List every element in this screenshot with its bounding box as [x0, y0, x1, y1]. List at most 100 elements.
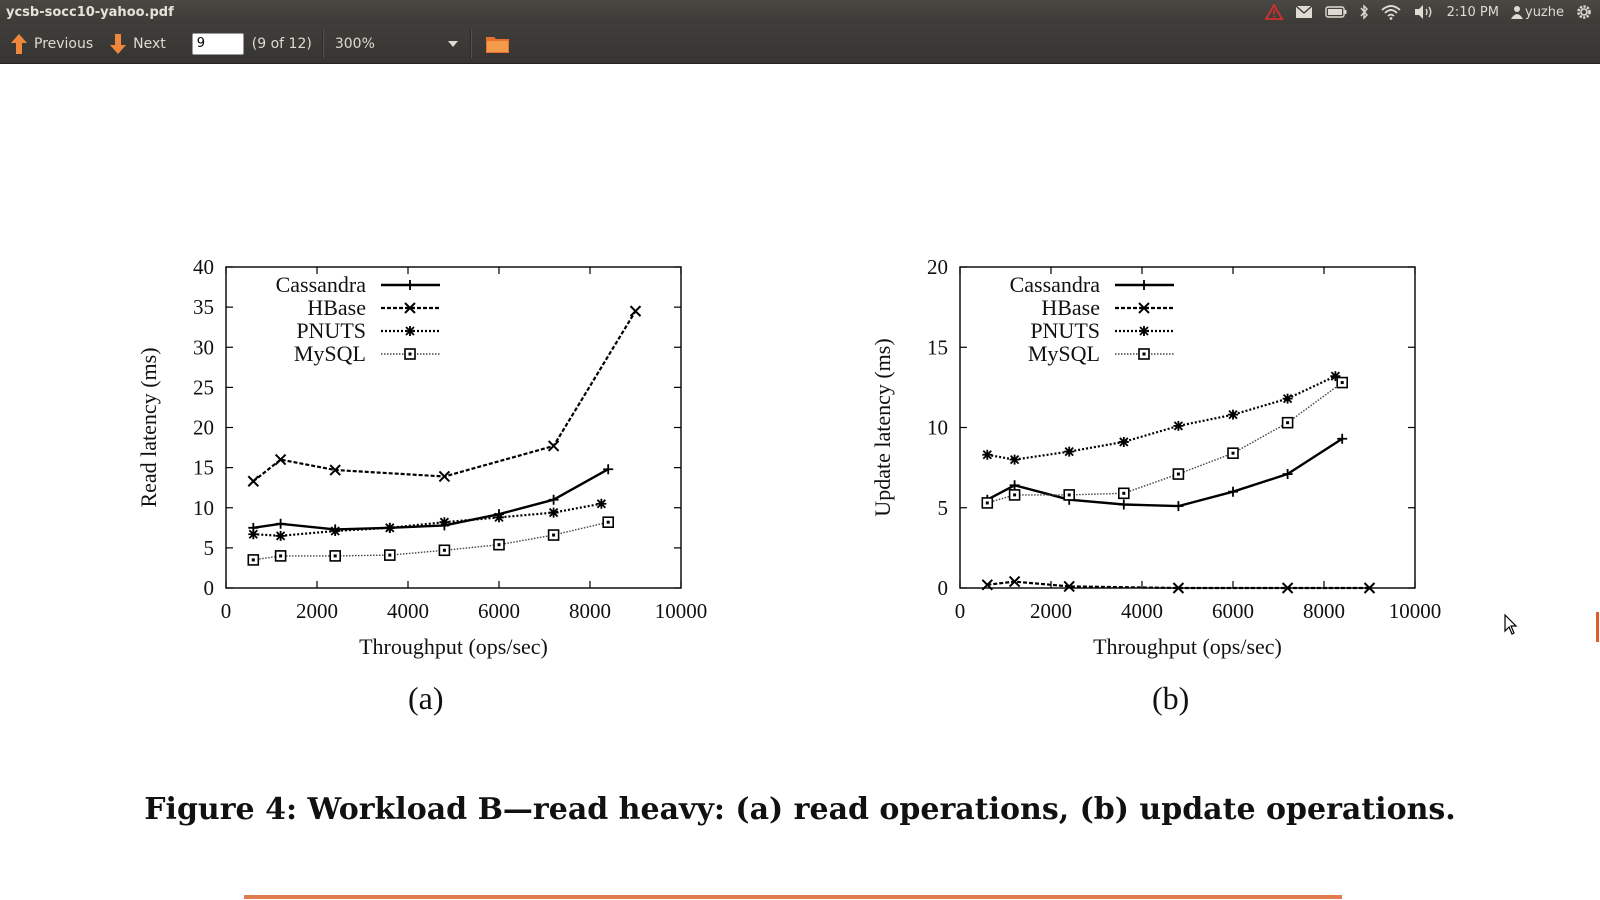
- zoom-select[interactable]: 300%: [335, 36, 460, 52]
- series-line-mysql: [253, 521, 609, 561]
- legend-label-pnuts: PNUTS: [296, 318, 366, 343]
- series-line-hbase: [987, 580, 1370, 590]
- y-tick-label: 20: [193, 416, 214, 440]
- y-tick-label: 0: [938, 576, 949, 600]
- y-tick-label: 15: [927, 335, 948, 359]
- data-point-pnuts: [384, 522, 395, 533]
- data-point-hbase: [438, 470, 451, 483]
- legend-label-hbase: HBase: [307, 295, 366, 320]
- series-mysql: [981, 376, 1349, 509]
- data-point-mysql-dot: [333, 554, 337, 558]
- mouse-pointer-icon: [1504, 613, 1518, 636]
- data-point-hbase: [981, 579, 994, 591]
- legend-label-cassandra: Cassandra: [1010, 272, 1101, 297]
- data-point-hbase: [547, 440, 560, 452]
- data-point-pnuts: [275, 530, 286, 541]
- series-line-pnuts: [987, 375, 1336, 461]
- data-point-pnuts: [1009, 454, 1020, 465]
- x-tick-label: 6000: [1212, 599, 1254, 623]
- y-tick-label: 5: [204, 536, 215, 560]
- previous-button[interactable]: Previous: [10, 33, 93, 55]
- data-point-pnuts: [1228, 409, 1238, 420]
- wifi-icon[interactable]: [1381, 4, 1401, 20]
- x-tick-label: 10000: [1389, 599, 1442, 623]
- data-point-pnuts: [1282, 393, 1293, 404]
- alert-icon[interactable]: [1264, 4, 1283, 20]
- x-tick-label: 4000: [1121, 599, 1163, 623]
- legend-marker-mysql-dot: [1142, 352, 1146, 356]
- figure-caption: Figure 4: Workload B—read heavy: (a) rea…: [144, 792, 1456, 827]
- x-tick-label: 10000: [655, 599, 708, 623]
- data-point-cassandra: [603, 464, 614, 475]
- y-tick-label: 10: [193, 496, 214, 520]
- data-point-mysql-dot: [1286, 421, 1290, 425]
- data-point-hbase: [1281, 582, 1294, 594]
- data-point-hbase: [1063, 580, 1075, 593]
- data-point-mysql-dot: [442, 548, 446, 552]
- data-point-pnuts: [982, 449, 993, 460]
- x-tick-label: 2000: [1030, 599, 1072, 623]
- y-tick-label: 25: [193, 375, 214, 399]
- data-point-mysql-dot: [1013, 493, 1017, 497]
- arrow-down-icon: [109, 33, 127, 55]
- x-axis-label: Throughput (ops/sec): [1093, 634, 1282, 659]
- clock[interactable]: 2:10 PM: [1446, 4, 1499, 20]
- y-tick-label: 35: [193, 295, 214, 319]
- data-point-pnuts: [439, 517, 450, 528]
- legend-label-mysql: MySQL: [1028, 341, 1100, 366]
- data-point-hbase: [1363, 582, 1376, 594]
- data-point-mysql-dot: [1122, 491, 1126, 495]
- plot-frame: [225, 266, 682, 589]
- data-point-mysql-dot: [552, 533, 556, 537]
- next-button[interactable]: Next: [109, 33, 166, 55]
- chevron-down-icon: [447, 40, 458, 47]
- legend-marker-hbase: [1138, 302, 1150, 314]
- series-pnuts: [982, 371, 1341, 465]
- toolbar-separator: [321, 29, 323, 58]
- data-point-pnuts: [596, 498, 607, 509]
- scroll-position-marker[interactable]: [1596, 612, 1599, 642]
- y-tick-label: 10: [927, 416, 948, 440]
- user-name[interactable]: yuzhe: [1525, 4, 1564, 20]
- y-tick-label: 30: [193, 335, 214, 359]
- document-page[interactable]: [0, 64, 1600, 900]
- data-point-mysql-dot: [251, 558, 255, 562]
- data-point-hbase: [274, 453, 287, 466]
- legend-marker-cassandra: [1139, 280, 1149, 290]
- data-point-mysql-dot: [279, 554, 283, 558]
- zoom-value: 300%: [334, 35, 375, 52]
- x-tick-label: 6000: [478, 599, 520, 623]
- plot-frame: [959, 266, 1416, 589]
- read-latency-chart-svg: 0 5 10 15 20 25 30 35 40 0 2000 4000 6000 8000 10000 Th…: [136, 255, 708, 659]
- legend-label-mysql: MySQL: [294, 341, 366, 366]
- power-gear-icon[interactable]: [1576, 4, 1592, 20]
- data-point-cassandra: [1173, 501, 1184, 512]
- legend-label-pnuts: PNUTS: [1030, 318, 1100, 343]
- data-point-hbase: [1172, 582, 1185, 594]
- user-icon: [1511, 5, 1523, 19]
- series-line-cassandra: [986, 437, 1343, 508]
- x-tick-label: 8000: [569, 599, 611, 623]
- legend-marker-pnuts: [405, 326, 415, 336]
- battery-icon[interactable]: [1324, 6, 1347, 18]
- data-point-pnuts: [1330, 371, 1341, 382]
- data-point-pnuts: [248, 529, 259, 540]
- data-point-pnuts: [1118, 436, 1129, 447]
- read-latency-chart: 0 5 10 15 20 25 30 35 40 0 2000 4000 6000 8000 10000 Th…: [128, 255, 728, 675]
- bluetooth-icon[interactable]: [1359, 4, 1369, 20]
- subfigure-label-b: (b): [1152, 680, 1190, 716]
- data-point-cassandra: [1118, 499, 1129, 510]
- mail-icon[interactable]: [1295, 5, 1313, 19]
- legend-marker-pnuts: [1139, 326, 1149, 336]
- legend-label-hbase: HBase: [1041, 295, 1100, 320]
- x-tick-label: 0: [955, 599, 966, 623]
- series-line-hbase: [252, 310, 637, 483]
- folder-icon[interactable]: [485, 33, 511, 55]
- data-point-cassandra: [275, 518, 286, 529]
- data-point-mysql-dot: [606, 520, 610, 524]
- y-axis-label: Read latency (ms): [136, 347, 161, 507]
- page-number-input[interactable]: [191, 32, 244, 55]
- data-point-cassandra: [1228, 486, 1238, 497]
- volume-icon[interactable]: [1413, 4, 1435, 20]
- x-tick-label: 4000: [387, 599, 429, 623]
